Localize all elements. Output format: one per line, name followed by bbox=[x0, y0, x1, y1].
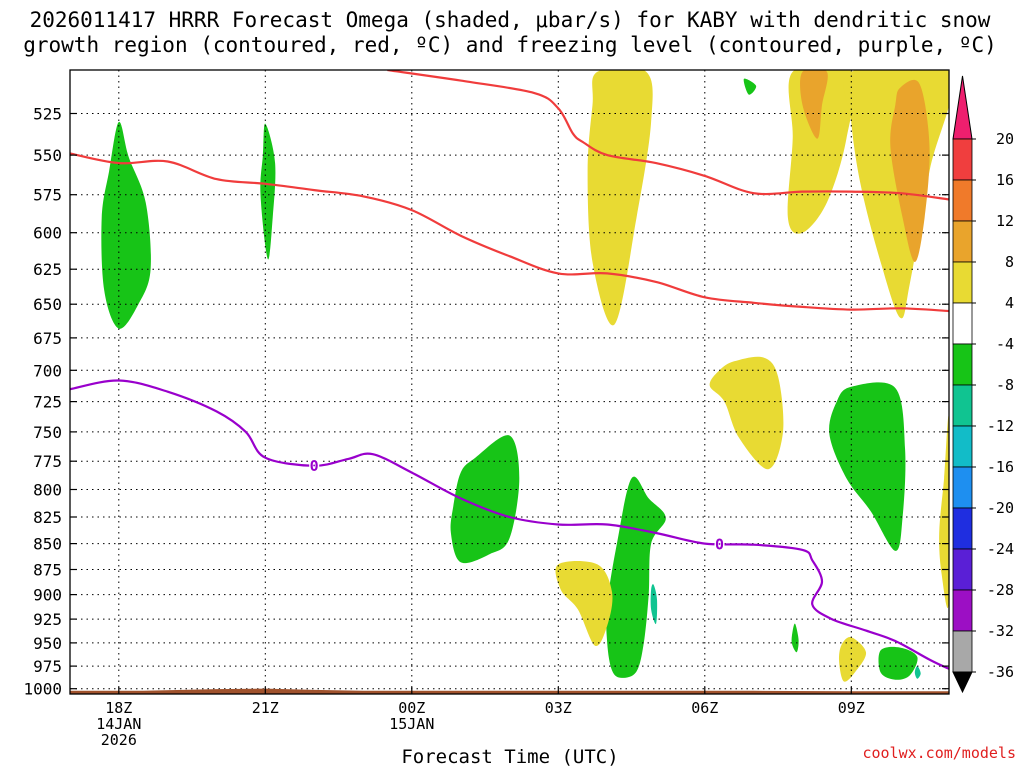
y-tick-label: 850 bbox=[33, 535, 62, 554]
colorbar-label: 12 bbox=[996, 212, 1014, 230]
chart-title-line2: growth region (contoured, red, ºC) and f… bbox=[23, 33, 997, 57]
colorbar-label: -36 bbox=[987, 663, 1014, 681]
colorbar-label: -28 bbox=[987, 581, 1014, 599]
y-tick-label: 825 bbox=[33, 508, 62, 527]
y-tick-label: 725 bbox=[33, 393, 62, 412]
y-tick-label: 650 bbox=[33, 295, 62, 314]
omega-region bbox=[709, 356, 784, 470]
y-tick-label: 800 bbox=[33, 481, 62, 500]
colorbar-band bbox=[952, 261, 973, 304]
x-tick-label: 09Z bbox=[838, 699, 865, 717]
omega-region bbox=[890, 79, 930, 262]
x-tick-label: 18Z bbox=[105, 699, 132, 717]
colorbar-label: -32 bbox=[987, 622, 1014, 640]
dendritic-growth-contour bbox=[70, 152, 949, 313]
x-tick-label: 15JAN bbox=[389, 715, 434, 733]
contour-label-bg bbox=[714, 536, 725, 552]
colorbar-band bbox=[952, 138, 973, 181]
y-tick-label: 900 bbox=[33, 586, 62, 605]
colorbar-band bbox=[952, 343, 973, 386]
omega-region bbox=[939, 416, 949, 609]
colorbar-label: -16 bbox=[987, 458, 1014, 476]
colorbar-label: 4 bbox=[1005, 294, 1014, 312]
colorbar-label: 20 bbox=[996, 130, 1014, 148]
colorbar: 20 16 12 8 4 -4 -8 -12 -16 -20 -24 -28 -32 -36 bbox=[952, 75, 1014, 694]
omega-region bbox=[878, 646, 918, 680]
x-tick-label: 06Z bbox=[691, 699, 718, 717]
omega-region bbox=[800, 70, 828, 139]
colorbar-band bbox=[952, 466, 973, 509]
terrain-fill bbox=[70, 688, 949, 694]
omega-region bbox=[587, 70, 653, 326]
x-axis-title: Forecast Time (UTC) bbox=[401, 746, 618, 768]
y-tick-label: 1000 bbox=[23, 680, 62, 699]
y-tick-label: 525 bbox=[33, 105, 62, 124]
freezing-level-label: 0 bbox=[715, 536, 724, 554]
colorbar-label: -4 bbox=[996, 335, 1014, 353]
y-tick-label: 675 bbox=[33, 329, 62, 348]
chart-title-line1: 2026011417 HRRR Forecast Omega (shaded, … bbox=[30, 8, 991, 32]
y-tick-label: 625 bbox=[33, 260, 62, 279]
colorbar-band bbox=[952, 302, 973, 345]
colorbar-label: -12 bbox=[987, 417, 1014, 435]
omega-region bbox=[555, 561, 613, 647]
grid-lines bbox=[70, 70, 949, 694]
y-axis: 525 550 575 600 625 650 675 700 725 750 775 800 825 8… bbox=[23, 105, 949, 699]
omega-region bbox=[650, 584, 658, 625]
omega-region bbox=[914, 666, 921, 679]
colorbar-label: 16 bbox=[996, 171, 1014, 189]
y-tick-label: 950 bbox=[33, 634, 62, 653]
omega-region bbox=[101, 121, 151, 329]
x-tick-label: 21Z bbox=[252, 699, 279, 717]
omega-region bbox=[606, 476, 666, 678]
colorbar-bottom-triangle bbox=[952, 671, 973, 694]
colorbar-label: 8 bbox=[1005, 253, 1014, 271]
contour-lines: 00 bbox=[70, 70, 949, 670]
dendritic-growth-contour bbox=[387, 70, 949, 201]
y-tick-label: 750 bbox=[33, 423, 62, 442]
contour-label-bg bbox=[309, 457, 320, 473]
colorbar-band bbox=[952, 630, 973, 673]
credit-text: coolwx.com/models bbox=[862, 744, 1016, 762]
colorbar-band bbox=[952, 179, 973, 222]
freezing-level-contour bbox=[70, 379, 949, 670]
omega-region bbox=[743, 78, 757, 95]
x-tick-label: 14JAN bbox=[96, 715, 141, 733]
colorbar-band bbox=[952, 220, 973, 263]
colorbar-band bbox=[952, 548, 973, 591]
x-tick-label: 00Z bbox=[398, 699, 425, 717]
freezing-level-label: 0 bbox=[310, 457, 319, 475]
colorbar-label: -24 bbox=[987, 540, 1014, 558]
colorbar-band bbox=[952, 507, 973, 550]
y-tick-label: 600 bbox=[33, 224, 62, 243]
plot-frame bbox=[69, 69, 950, 695]
y-tick-label: 875 bbox=[33, 561, 62, 580]
terrain-shape bbox=[70, 688, 949, 694]
y-tick-label: 575 bbox=[33, 186, 62, 205]
omega-region bbox=[450, 435, 520, 564]
y-tick-label: 700 bbox=[33, 361, 62, 380]
colorbar-label: -20 bbox=[987, 499, 1014, 517]
x-tick-label: 03Z bbox=[545, 699, 572, 717]
colorbar-top-triangle bbox=[952, 75, 973, 140]
y-tick-label: 775 bbox=[33, 452, 62, 471]
colorbar-band bbox=[952, 425, 973, 468]
y-tick-label: 925 bbox=[33, 610, 62, 629]
colorbar-band bbox=[952, 589, 973, 632]
omega-region bbox=[791, 623, 799, 653]
x-tick-label: 2026 bbox=[101, 731, 137, 749]
y-tick-label: 975 bbox=[33, 657, 62, 676]
omega-region bbox=[260, 123, 276, 260]
y-tick-label: 550 bbox=[33, 146, 62, 165]
colorbar-label: -8 bbox=[996, 376, 1014, 394]
omega-region bbox=[829, 382, 906, 551]
omega-region bbox=[839, 637, 867, 682]
colorbar-band bbox=[952, 384, 973, 427]
